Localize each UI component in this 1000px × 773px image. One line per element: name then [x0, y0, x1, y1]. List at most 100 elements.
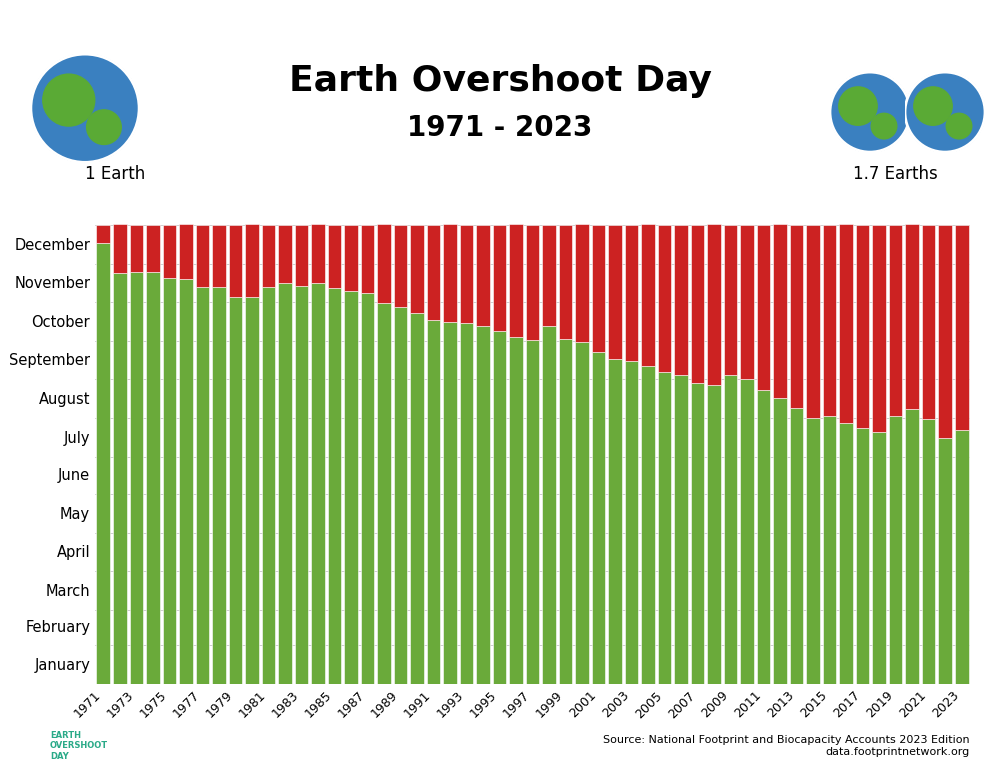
Bar: [245, 297, 259, 684]
Bar: [691, 226, 704, 383]
Bar: [179, 224, 193, 280]
Bar: [96, 243, 110, 684]
Bar: [938, 438, 952, 684]
Bar: [196, 287, 209, 684]
Bar: [130, 226, 143, 272]
Bar: [922, 419, 935, 684]
Bar: [773, 397, 787, 684]
Bar: [608, 226, 622, 359]
Bar: [410, 226, 424, 313]
Bar: [889, 417, 902, 684]
Bar: [691, 383, 704, 684]
Bar: [328, 288, 341, 684]
Circle shape: [905, 72, 985, 152]
Circle shape: [43, 74, 95, 126]
Bar: [476, 326, 490, 684]
Bar: [592, 226, 605, 352]
Bar: [311, 283, 325, 684]
Bar: [905, 224, 919, 409]
Bar: [839, 224, 853, 423]
Bar: [361, 293, 374, 684]
Bar: [823, 417, 836, 684]
Bar: [674, 226, 688, 375]
Bar: [641, 224, 655, 366]
Bar: [130, 272, 143, 684]
Bar: [526, 226, 539, 340]
Bar: [592, 352, 605, 684]
Bar: [509, 224, 523, 337]
Bar: [311, 224, 325, 283]
Bar: [839, 423, 853, 684]
Text: Source: National Footprint and Biocapacity Accounts 2023 Edition
data.footprintn: Source: National Footprint and Biocapaci…: [603, 735, 970, 757]
Bar: [493, 331, 506, 684]
Bar: [427, 320, 440, 684]
Bar: [113, 273, 127, 684]
Bar: [559, 226, 572, 339]
Bar: [344, 226, 358, 291]
Bar: [262, 287, 275, 684]
Bar: [113, 224, 127, 273]
Bar: [460, 323, 473, 684]
Bar: [707, 224, 721, 385]
Bar: [674, 375, 688, 684]
Bar: [377, 303, 391, 684]
Circle shape: [871, 114, 897, 139]
Circle shape: [914, 87, 952, 125]
Bar: [542, 226, 556, 326]
Bar: [724, 375, 737, 684]
Bar: [740, 379, 754, 684]
Circle shape: [839, 87, 877, 125]
Bar: [757, 226, 770, 390]
Bar: [625, 361, 638, 684]
Bar: [790, 226, 803, 407]
Bar: [295, 286, 308, 684]
Bar: [740, 226, 754, 379]
Bar: [427, 226, 440, 320]
Bar: [889, 226, 902, 417]
Bar: [245, 224, 259, 297]
Bar: [724, 226, 737, 375]
Bar: [476, 226, 490, 326]
Bar: [361, 226, 374, 293]
Bar: [229, 297, 242, 684]
Text: 1.7 Earths: 1.7 Earths: [853, 165, 937, 183]
Bar: [460, 226, 473, 323]
Circle shape: [87, 110, 121, 145]
Bar: [608, 359, 622, 684]
Bar: [872, 226, 886, 431]
Bar: [559, 339, 572, 684]
Bar: [146, 272, 160, 684]
Bar: [806, 226, 820, 417]
Bar: [823, 226, 836, 417]
Circle shape: [31, 54, 139, 162]
Bar: [955, 431, 969, 684]
Bar: [773, 224, 787, 397]
Bar: [328, 226, 341, 288]
Bar: [146, 226, 160, 272]
Bar: [262, 226, 275, 287]
Bar: [658, 226, 671, 373]
Bar: [278, 226, 292, 283]
Bar: [542, 326, 556, 684]
Text: Earth Overshoot Day: Earth Overshoot Day: [289, 64, 711, 98]
Circle shape: [946, 114, 972, 139]
Bar: [443, 224, 457, 322]
Bar: [163, 226, 176, 278]
Bar: [394, 307, 407, 684]
Bar: [658, 373, 671, 684]
Bar: [278, 283, 292, 684]
Bar: [493, 226, 506, 331]
Bar: [344, 291, 358, 684]
Bar: [212, 287, 226, 684]
Bar: [179, 280, 193, 684]
Bar: [922, 226, 935, 419]
Bar: [575, 224, 589, 342]
Bar: [443, 322, 457, 684]
Bar: [806, 417, 820, 684]
Circle shape: [830, 72, 910, 152]
Bar: [872, 431, 886, 684]
Bar: [575, 342, 589, 684]
Bar: [163, 278, 176, 684]
Bar: [410, 313, 424, 684]
Bar: [790, 407, 803, 684]
